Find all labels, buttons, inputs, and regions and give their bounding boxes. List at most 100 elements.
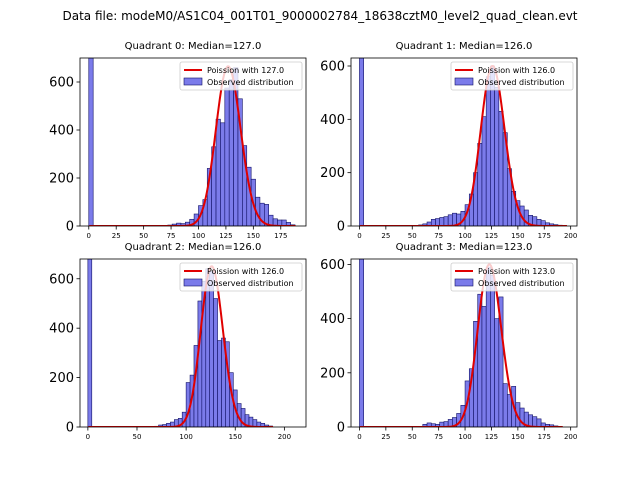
- histogram-bar: [209, 271, 214, 427]
- legend-bar-swatch: [454, 278, 474, 287]
- x-tick-label: 125: [219, 232, 232, 240]
- y-tick-label: 0: [337, 220, 345, 235]
- x-tick-label: 125: [485, 232, 498, 240]
- histogram-bar: [498, 111, 504, 226]
- legend-bar-swatch: [183, 278, 203, 287]
- histogram-bars: [88, 58, 296, 226]
- x-tick-label: 200: [564, 232, 577, 240]
- plot-frame: [79, 57, 307, 227]
- x-tick-label: 50: [408, 232, 417, 240]
- histogram-bar: [447, 214, 453, 226]
- y-tick-label: 200: [49, 371, 74, 386]
- histogram-bar: [213, 298, 218, 427]
- histogram-bar: [490, 274, 495, 427]
- y-tick-label: 600: [49, 272, 74, 287]
- y-tick-label: 0: [337, 421, 345, 436]
- x-tick-label: 50: [133, 433, 142, 441]
- histogram-bar: [481, 116, 487, 226]
- x-tick-label: 100: [458, 232, 471, 240]
- histogram-bar: [439, 217, 445, 226]
- x-tick-label: 150: [229, 433, 242, 441]
- histogram-bar: [228, 79, 234, 226]
- x-tick-label: 200: [564, 433, 577, 441]
- x-tick-label: 175: [538, 232, 551, 240]
- poisson-fit-line: [88, 265, 274, 427]
- histogram-bar: [485, 76, 491, 226]
- x-tick-label: 150: [511, 433, 524, 441]
- y-tick-label: 400: [320, 312, 345, 327]
- histogram-bar: [494, 318, 500, 427]
- figure-title: Data file: modeM0/AS1C04_001T01_90000027…: [62, 9, 577, 23]
- legend: Poission with 123.0 Observed distribution: [450, 262, 574, 292]
- histogram-bars: [359, 58, 563, 226]
- histogram-bar: [88, 58, 94, 226]
- x-tick-label: 0: [87, 232, 91, 240]
- y-tick-label: 600: [320, 258, 345, 273]
- x-tick-label: 75: [434, 433, 443, 441]
- y-tick-label: 400: [49, 322, 74, 337]
- plot-frame: [79, 258, 307, 428]
- legend-label-observed: Observed distribution: [207, 279, 294, 288]
- x-tick-label: 0: [86, 433, 90, 441]
- x-tick-label: 25: [112, 232, 121, 240]
- y-tick-label: 0: [66, 220, 74, 235]
- panel-title: Quadrant 0: Median=127.0: [125, 41, 262, 52]
- histogram-bar: [215, 118, 221, 226]
- y-tick-label: 200: [49, 172, 74, 187]
- histogram-bar: [220, 122, 226, 226]
- poisson-fit-line: [359, 263, 563, 427]
- panel-quadrant-0: Quadrant 0: Median=127.0 0 200 400 600 0 25 50 7…: [49, 41, 307, 240]
- panel-quadrant-1: Quadrant 1: Median=126.0 0 200 400 600 0 25 50 7…: [320, 41, 578, 240]
- panel-title: Quadrant 1: Median=126.0: [396, 41, 533, 52]
- histogram-bar: [435, 218, 441, 226]
- x-tick-label: 175: [274, 232, 287, 240]
- poisson-fit-line: [359, 65, 567, 226]
- panels: Quadrant 0: Median=127.0 0 200 400 600 0 25 50 7…: [49, 41, 578, 441]
- histogram-bar: [481, 306, 487, 427]
- y-tick-label: 400: [320, 113, 345, 128]
- histogram-bar: [494, 87, 500, 226]
- panel-title: Quadrant 2: Median=126.0: [125, 242, 262, 253]
- x-tick-label: 50: [139, 232, 148, 240]
- legend: Poission with 126.0 Observed distribution: [179, 262, 303, 292]
- x-tick-label: 50: [408, 433, 417, 441]
- y-tick-label: 600: [49, 76, 74, 91]
- histogram-bar: [506, 394, 512, 427]
- x-tick-label: 100: [192, 232, 205, 240]
- histogram-bar: [502, 383, 508, 427]
- y-tick-label: 0: [66, 421, 74, 436]
- legend-box: [450, 262, 574, 292]
- plot-frame: [350, 258, 578, 428]
- legend-bar-swatch: [454, 77, 474, 86]
- histogram-bar: [224, 87, 230, 226]
- y-tick-label: 200: [320, 366, 345, 381]
- histogram-bar: [359, 58, 364, 226]
- histogram-bar: [359, 259, 364, 427]
- histogram-bar: [452, 212, 457, 226]
- legend-label-observed: Observed distribution: [207, 78, 294, 87]
- legend-label-observed: Observed distribution: [478, 78, 565, 87]
- histogram-bar: [87, 259, 93, 427]
- plot-frame: [350, 57, 578, 227]
- legend-label-fit: Poission with 126.0: [207, 267, 284, 276]
- histogram-bar: [217, 340, 222, 427]
- x-tick-label: 100: [458, 433, 471, 441]
- histogram-bar: [532, 416, 538, 427]
- legend: Poission with 127.0 Observed distribution: [179, 61, 303, 91]
- x-tick-label: 25: [381, 433, 390, 441]
- x-tick-label: 25: [381, 232, 390, 240]
- x-tick-label: 0: [357, 433, 361, 441]
- panel-title: Quadrant 3: Median=123.0: [396, 242, 533, 253]
- histogram-bar: [205, 268, 211, 427]
- histogram-bar: [498, 296, 504, 427]
- x-tick-label: 125: [485, 433, 498, 441]
- poisson-fit-line: [89, 65, 296, 226]
- y-tick-label: 600: [320, 60, 345, 75]
- x-tick-label: 100: [179, 433, 192, 441]
- legend-box: [179, 61, 303, 91]
- x-tick-label: 75: [434, 232, 443, 240]
- legend-label-fit: Poission with 126.0: [478, 66, 555, 75]
- legend-box: [450, 61, 574, 91]
- histogram-bar: [443, 216, 449, 226]
